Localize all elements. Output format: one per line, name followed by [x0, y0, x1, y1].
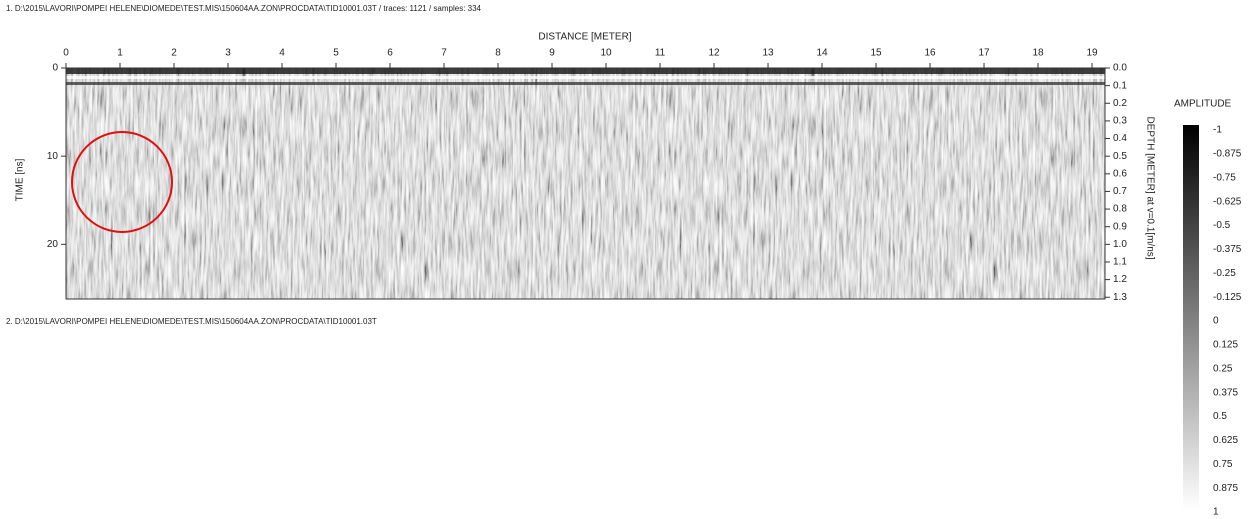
- direct-wave-band: [66, 68, 1105, 74]
- x-tick-label: 15: [870, 48, 882, 59]
- x-tick-label: 19: [1086, 48, 1098, 59]
- colorbar-tick-label: -0.875: [1213, 149, 1242, 160]
- axes: 0 1 2 3 4 5 6 7 8 9 10 11 12 13 14 15 16 17 18 19010200.00.…: [47, 48, 1242, 518]
- x-tick-label: 11: [655, 48, 666, 59]
- x-tick-label: 0: [63, 48, 69, 59]
- panel-caption: 2. D:\2015\LAVORI\POMPEI HELENE\DIOMEDE\…: [6, 317, 377, 326]
- x-tick-label: 7: [441, 48, 447, 59]
- colorbar-tick-label: 0: [1213, 316, 1219, 327]
- y2-tick-label: 0.6: [1113, 168, 1127, 179]
- radargram: [65, 67, 1106, 300]
- y-tick-label: 0: [52, 63, 58, 74]
- colorbar-tick-label: 0.125: [1213, 340, 1238, 351]
- x-tick-label: 13: [762, 48, 774, 59]
- colorbar-tick-label: -0.375: [1213, 244, 1242, 255]
- y2-tick-label: 1.0: [1113, 239, 1127, 250]
- highlight-circle: [71, 131, 173, 233]
- x-tick-label: 9: [549, 48, 555, 59]
- y2-tick-label: 0.8: [1113, 204, 1127, 215]
- x-tick-label: 18: [1032, 48, 1044, 59]
- colorbar-tick-label: 0.75: [1213, 459, 1233, 470]
- y2-tick-label: 0.9: [1113, 221, 1127, 232]
- colorbar-tick-label: -0.75: [1213, 172, 1236, 183]
- colorbar: [1183, 125, 1199, 510]
- y2-tick-label: 1.3: [1113, 292, 1127, 303]
- panel-caption: 1. D:\2015\LAVORI\POMPEI HELENE\DIOMEDE\…: [6, 4, 482, 13]
- y2-tick-label: 0.0: [1113, 63, 1127, 74]
- colorbar-tick-label: 0.5: [1213, 411, 1227, 422]
- colorbar-tick-label: -1: [1213, 125, 1222, 136]
- plot-frame: [65, 67, 1106, 300]
- y2-tick-label: 0.2: [1113, 98, 1127, 109]
- x-tick-label: 16: [924, 48, 936, 59]
- x-tick-label: 3: [225, 48, 231, 59]
- colorbar-tick-label: -0.625: [1213, 196, 1242, 207]
- y2-tick-label: 0.4: [1113, 133, 1127, 144]
- x-tick-label: 12: [708, 48, 720, 59]
- colorbar-tick-label: -0.5: [1213, 220, 1231, 231]
- colorbar-tick-label: 0.625: [1213, 435, 1238, 446]
- x-tick-label: 4: [279, 48, 285, 59]
- y2-tick-label: 0.3: [1113, 116, 1127, 127]
- y-tick-label: 20: [47, 239, 59, 250]
- x-tick-label: 8: [495, 48, 501, 59]
- y2-tick-label: 1.2: [1113, 274, 1127, 285]
- y-tick-label: 10: [47, 151, 59, 162]
- y2-tick-label: 0.7: [1113, 186, 1127, 197]
- direct-wave-band: [66, 76, 1105, 79]
- colorbar-tick-label: 0.375: [1213, 387, 1238, 398]
- y2-tick-label: 0.1: [1113, 80, 1127, 91]
- direct-wave-band: [66, 82, 1105, 85]
- x-tick-label: 10: [600, 48, 612, 59]
- colorbar-tick-label: 0.25: [1213, 363, 1233, 374]
- x-tick-label: 6: [387, 48, 393, 59]
- x-tick-label: 14: [816, 48, 828, 59]
- y-axis-label: TIME [ns]: [15, 158, 26, 201]
- x-tick-label: 17: [978, 48, 990, 59]
- y2-tick-label: 0.5: [1113, 151, 1127, 162]
- colorbar-tick-label: -0.25: [1213, 268, 1236, 279]
- colorbar-tick-label: 1: [1213, 507, 1219, 518]
- x-tick-label: 2: [171, 48, 177, 59]
- y2-axis-label: DEPTH [METER] at v=0.1[m/ns]: [1144, 116, 1155, 259]
- y2-tick-label: 1.1: [1113, 257, 1127, 268]
- colorbar-title: AMPLITUDE: [1174, 99, 1232, 110]
- colorbar-tick-label: 0.875: [1213, 483, 1238, 494]
- x-tick-label: 5: [333, 48, 339, 59]
- x-axis-label: DISTANCE [METER]: [538, 32, 631, 43]
- x-tick-label: 1: [117, 48, 123, 59]
- colorbar-tick-label: -0.125: [1213, 292, 1242, 303]
- radargram-image: [66, 68, 1105, 299]
